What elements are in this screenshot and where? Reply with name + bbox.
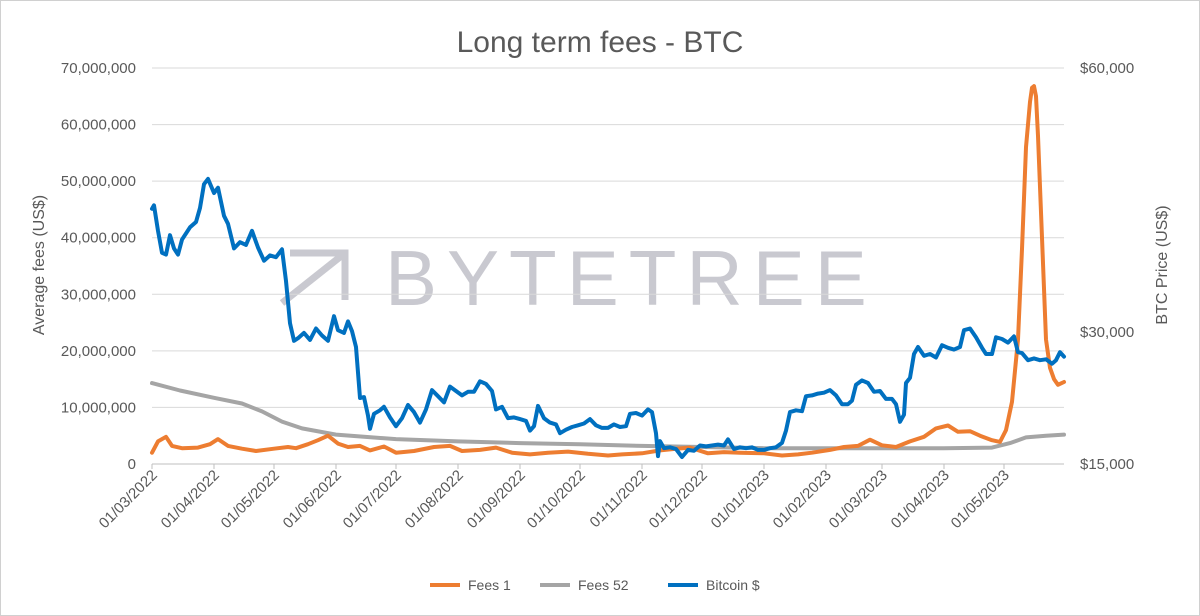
watermark-arrow-diagonal <box>279 250 348 306</box>
left-tick-label: 30,000,000 <box>61 286 136 303</box>
x-tick-label: 01/04/2023 <box>888 467 953 532</box>
right-tick-label: $60,000 <box>1080 60 1134 77</box>
right-tick-label: $15,000 <box>1080 456 1134 473</box>
x-tick-label: 01/01/2023 <box>708 467 773 532</box>
series-line-fees-1 <box>150 84 1066 458</box>
watermark-text: BYTETREE <box>385 234 877 322</box>
left-tick-label: 40,000,000 <box>61 230 136 247</box>
x-tick-label: 01/04/2022 <box>158 467 223 532</box>
x-tick-label: 01/12/2022 <box>646 467 711 532</box>
left-axis-ticks: 0 10,000,000 20,000,000 30,000,000 40,000,00… <box>61 60 136 473</box>
series-line-bitcoin <box>150 176 1066 459</box>
left-axis-title: Average fees (US$) <box>31 195 48 335</box>
series-line-fees-52 <box>150 381 1066 451</box>
x-tick-label: 01/05/2023 <box>948 467 1013 532</box>
series-layer <box>150 84 1066 459</box>
x-axis-ticks: 01/03/202201/04/202201/05/202201/06/2022… <box>96 464 1013 532</box>
legend-label: Fees 1 <box>468 577 511 593</box>
gridlines <box>152 67 1064 465</box>
legend-label: Bitcoin $ <box>706 577 760 593</box>
right-tick-label: $30,000 <box>1080 324 1134 341</box>
x-tick-label: 01/03/2023 <box>826 467 891 532</box>
legend: Fees 1 Fees 52 Bitcoin $ <box>430 577 760 593</box>
x-tick-label: 01/02/2023 <box>770 467 835 532</box>
x-tick-label: 01/11/2022 <box>587 467 651 531</box>
left-tick-label: 20,000,000 <box>61 343 136 360</box>
x-tick-label: 01/10/2022 <box>524 467 589 532</box>
right-axis-title: BTC Price (US$) <box>1154 205 1171 324</box>
x-tick-label: 01/03/2022 <box>96 467 161 532</box>
left-tick-label: 60,000,000 <box>61 117 136 134</box>
left-tick-label: 10,000,000 <box>61 399 136 416</box>
x-tick-label: 01/06/2022 <box>280 467 345 532</box>
left-tick-label: 70,000,000 <box>61 60 136 77</box>
watermark-arrow-icon <box>279 249 349 306</box>
x-tick-label: 01/08/2022 <box>402 467 467 532</box>
right-axis-ticks: $15,000 $30,000 $60,000 <box>1080 60 1134 473</box>
chart-title: Long term fees - BTC <box>457 26 744 59</box>
x-tick-label: 01/07/2022 <box>340 467 405 532</box>
left-tick-label: 0 <box>128 456 136 473</box>
x-tick-label: 01/09/2022 <box>464 467 529 532</box>
x-tick-label: 01/05/2022 <box>218 467 283 532</box>
left-tick-label: 50,000,000 <box>61 173 136 190</box>
legend-label: Fees 52 <box>578 577 629 593</box>
